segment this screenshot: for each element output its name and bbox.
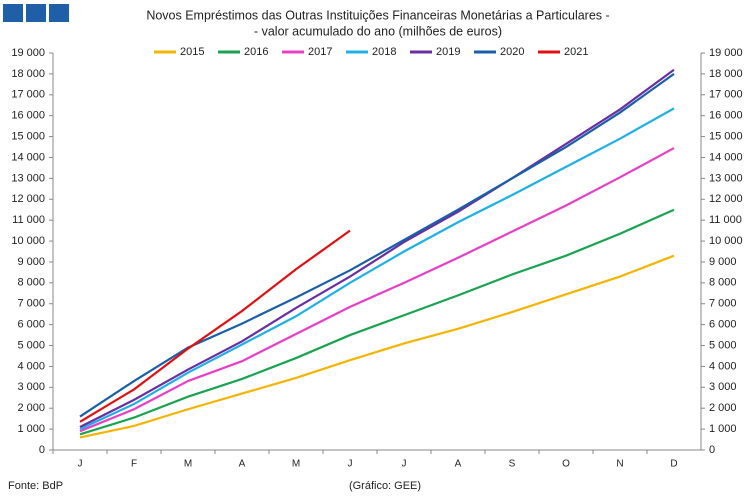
y-tick-label: 19 000 [11, 47, 45, 59]
legend-label: 2019 [436, 46, 460, 58]
legend-label: 2015 [180, 46, 204, 58]
x-tick-label: F [131, 459, 137, 470]
y2-tick-label: 10 000 [709, 235, 743, 247]
x-tick-label: J [402, 459, 407, 470]
y-tick-label: 0 [39, 444, 45, 456]
y-tick-label: 9 000 [17, 256, 45, 268]
y-tick-label: 16 000 [11, 110, 45, 122]
y2-tick-label: 11 000 [709, 214, 742, 226]
y2-tick-label: 13 000 [709, 172, 743, 184]
series-line [79, 147, 675, 433]
x-tick-label: M [184, 459, 192, 470]
y2-tick-label: 1 000 [709, 423, 737, 435]
x-tick-label: A [455, 459, 462, 470]
y-tick-label: 13 000 [11, 172, 45, 184]
y2-tick-label: 6 000 [709, 319, 737, 331]
y2-tick-label: 5 000 [709, 339, 737, 351]
y-tick-label: 14 000 [11, 151, 45, 163]
x-tick-label: O [562, 459, 570, 470]
legend-label: 2018 [372, 46, 396, 58]
series-line [79, 229, 351, 423]
y2-tick-label: 15 000 [709, 130, 743, 142]
logo-block [26, 4, 46, 22]
y2-tick-label: 14 000 [709, 151, 743, 163]
y2-tick-label: 2 000 [709, 402, 737, 414]
chart-subtitle: - valor acumulado do ano (milhões de eur… [254, 24, 502, 38]
legend-label: 2021 [564, 46, 588, 58]
y-tick-label: 2 000 [17, 402, 45, 414]
legend-label: 2020 [500, 46, 524, 58]
x-tick-label: S [509, 459, 516, 470]
series-line [79, 68, 675, 428]
y2-tick-label: 9 000 [709, 256, 737, 268]
x-tick-label: M [292, 459, 300, 470]
y-tick-label: 1 000 [17, 423, 45, 435]
x-tick-label: J [348, 459, 353, 470]
source: Fonte: BdP [8, 480, 63, 492]
y-tick-label: 4 000 [17, 360, 45, 372]
y-tick-label: 11 000 [12, 214, 45, 226]
y-tick-label: 7 000 [17, 298, 45, 310]
credit: (Gráfico: GEE) [349, 480, 421, 492]
legend-label: 2016 [244, 46, 268, 58]
series-line [79, 73, 675, 418]
y-tick-label: 18 000 [11, 68, 45, 80]
y2-tick-label: 17 000 [709, 89, 743, 101]
y-tick-label: 8 000 [17, 277, 45, 289]
y2-tick-label: 4 000 [709, 360, 737, 372]
y2-tick-label: 0 [709, 444, 715, 456]
y-tick-label: 10 000 [11, 235, 45, 247]
x-tick-label: A [239, 459, 246, 470]
y2-tick-label: 7 000 [709, 298, 737, 310]
legend-label: 2017 [308, 46, 332, 58]
y2-tick-label: 8 000 [709, 277, 737, 289]
y-tick-label: 12 000 [11, 193, 45, 205]
y-tick-label: 5 000 [17, 339, 45, 351]
x-tick-label: J [78, 459, 83, 470]
y-tick-label: 3 000 [17, 381, 45, 393]
y-tick-label: 15 000 [11, 130, 45, 142]
series-line [79, 107, 675, 431]
y2-tick-label: 12 000 [709, 193, 743, 205]
y2-tick-label: 19 000 [709, 47, 743, 59]
y2-tick-label: 16 000 [709, 110, 743, 122]
series-line [79, 254, 675, 439]
x-tick-label: D [670, 459, 677, 470]
logo-block [49, 4, 69, 22]
y-tick-label: 6 000 [17, 319, 45, 331]
series-line [79, 208, 675, 436]
x-tick-label: N [616, 459, 623, 470]
y-tick-label: 17 000 [11, 89, 45, 101]
y2-tick-label: 3 000 [709, 381, 737, 393]
chart-title: Novos Empréstimos das Outras Instituiçõe… [146, 8, 609, 22]
y2-tick-label: 18 000 [709, 68, 743, 80]
logo-block [3, 4, 23, 22]
